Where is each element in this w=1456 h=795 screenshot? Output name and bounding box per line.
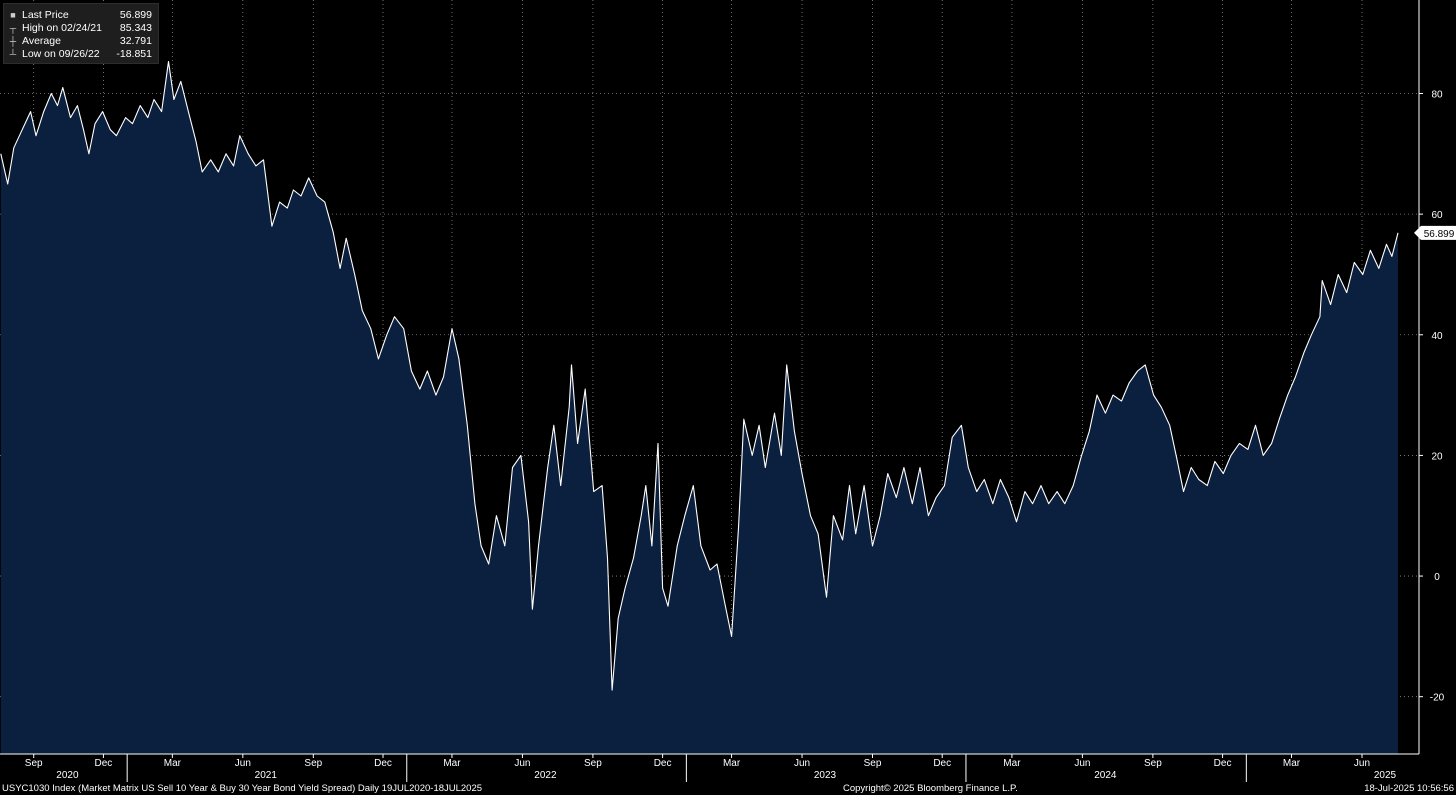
tick-labels: -20 0 20 40 60 80 Sep Dec Mar Jun Sep Dec Mar Jun Sep D… bbox=[25, 89, 1456, 781]
x-tick-label: Sep bbox=[25, 758, 43, 769]
high-icon: ┬ bbox=[9, 23, 17, 33]
x-tick-label: Mar bbox=[443, 758, 461, 769]
legend-item-last-price: ■ Last Price 56.899 bbox=[8, 9, 154, 21]
axes bbox=[0, 0, 1423, 782]
x-tick-label: Jun bbox=[1074, 758, 1090, 769]
legend-value: 32.791 bbox=[119, 35, 152, 47]
legend-item-average: ┼ Average 32.791 bbox=[8, 35, 154, 47]
x-tick-label: Dec bbox=[654, 758, 672, 769]
x-tick-label: Dec bbox=[933, 758, 951, 769]
series-line bbox=[0, 60, 1399, 691]
last-price-icon: ■ bbox=[10, 10, 16, 20]
x-tick-label: Jun bbox=[235, 758, 251, 769]
x-tick-label: Dec bbox=[95, 758, 113, 769]
area-series bbox=[0, 60, 1399, 754]
x-tick-label: Mar bbox=[164, 758, 182, 769]
legend-item-low: ┴ Low on 09/26/22 -18.851 bbox=[8, 48, 154, 60]
year-label: 2021 bbox=[255, 770, 278, 781]
x-tick-label: Mar bbox=[1003, 758, 1021, 769]
x-tick-label: Sep bbox=[864, 758, 882, 769]
x-tick-label: Sep bbox=[1144, 758, 1162, 769]
x-tick-label: Sep bbox=[304, 758, 322, 769]
year-label: 2020 bbox=[56, 770, 79, 781]
year-label: 2022 bbox=[534, 770, 557, 781]
x-tick-label: Jun bbox=[794, 758, 810, 769]
legend-label: Average bbox=[22, 35, 61, 47]
x-tick-label: Mar bbox=[723, 758, 741, 769]
legend-value: 85.343 bbox=[119, 22, 152, 34]
x-tick-label: Dec bbox=[1214, 758, 1232, 769]
year-label: 2024 bbox=[1094, 770, 1117, 781]
x-tick-label: Sep bbox=[584, 758, 602, 769]
x-tick-label: Jun bbox=[514, 758, 530, 769]
series-area-fill bbox=[0, 61, 1398, 754]
footer-description: USYC1030 Index (Market Matrix US Sell 10… bbox=[2, 783, 483, 794]
legend-item-high: ┬ High on 02/24/21 85.343 bbox=[8, 22, 154, 34]
legend-label: Low on 09/26/22 bbox=[22, 48, 100, 60]
year-label: 2023 bbox=[814, 770, 837, 781]
y-tick-label: 60 bbox=[1431, 210, 1443, 221]
y-tick-label: 80 bbox=[1431, 89, 1443, 100]
chart-footer: USYC1030 Index (Market Matrix US Sell 10… bbox=[0, 782, 1456, 795]
chart-legend: ■ Last Price 56.899 ┬ High on 02/24/21 8… bbox=[3, 3, 159, 64]
legend-label: High on 02/24/21 bbox=[22, 22, 102, 34]
year-label: 2025 bbox=[1374, 770, 1397, 781]
legend-label: Last Price bbox=[22, 9, 69, 21]
y-tick-label: 0 bbox=[1434, 572, 1440, 583]
last-value-tag bbox=[1414, 225, 1456, 240]
y-tick-label: 20 bbox=[1431, 451, 1443, 462]
y-tick-label: 40 bbox=[1431, 331, 1443, 342]
x-tick-label: Dec bbox=[374, 758, 392, 769]
footer-timestamp: 18-Jul-2025 10:56:56 bbox=[1364, 783, 1454, 794]
last-value-label: 56.899 bbox=[1424, 229, 1455, 240]
y-tick-label: -20 bbox=[1430, 693, 1445, 704]
footer-copyright: Copyright© 2025 Bloomberg Finance L.P. bbox=[843, 783, 1018, 794]
average-icon: ┼ bbox=[9, 36, 17, 46]
legend-value: 56.899 bbox=[119, 9, 152, 21]
x-tick-label: Jun bbox=[1354, 758, 1370, 769]
x-tick-label: Mar bbox=[1283, 758, 1301, 769]
low-icon: ┴ bbox=[9, 49, 17, 59]
legend-value: -18.851 bbox=[116, 48, 152, 60]
